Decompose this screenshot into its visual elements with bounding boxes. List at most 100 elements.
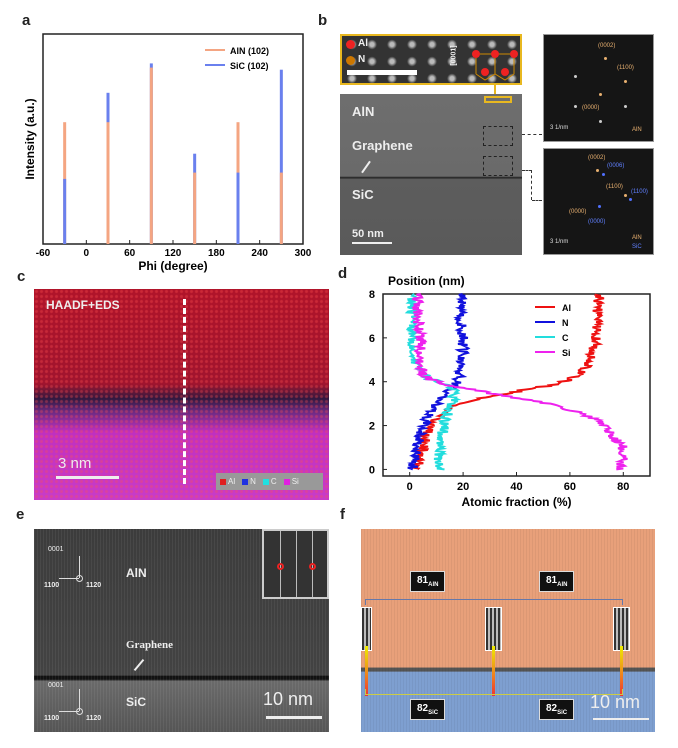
fft-inset [262,529,329,599]
x-tick-label: 20 [457,481,469,493]
y-tick-label: 8 [369,289,375,301]
axis-1100: 1100 [44,582,60,589]
domain-matching-schematic: 81AlN 81AlN 82SiC 82SiC 10 nm [361,529,655,732]
line-si [411,293,628,471]
panel-b-label: b [318,12,328,29]
eds-line-profile-chart: 0 20 40 60 80 0 2 4 6 8 Atomic fraction (%) Positio… [369,274,651,509]
line-n [407,293,471,471]
spot-label: (0002) [588,155,606,161]
bar-aln [106,122,110,244]
inset-legend-n: N [358,54,366,65]
highlighted-spot [309,563,316,570]
layer-aln-label: AlN [352,104,375,119]
x-tick-label: 240 [251,248,268,259]
al-atom-icon [346,40,355,49]
scale-bar [352,242,392,244]
x-tick-label: -60 [36,248,51,259]
bar-aln [279,172,283,244]
x-tick-label: 0 [407,481,413,493]
interface-inset [361,607,372,651]
axis-up-arrow-icon [79,556,80,578]
diffraction-pattern-aln-sic: (0002) (0006) (1100) (1100) (0000) (0000… [543,148,654,255]
legend-sic: SiC [632,244,642,250]
alignment-arrow-icon [492,646,495,696]
bar-sic [63,178,67,244]
x-tick-label: 60 [124,248,136,259]
fft-region-top [483,126,513,146]
graphene-label: Graphene [352,138,413,153]
interface-inset [613,607,630,651]
x-tick-label: 300 [295,248,312,259]
si-swatch [283,478,290,485]
spot-label: (1100) [617,65,634,71]
map-title: HAADF+EDS [46,298,120,312]
line-scan-marker [183,299,186,484]
bar-aln [149,67,153,244]
x-tick-label: 180 [208,248,225,259]
axis-left-arrow-icon [59,711,79,712]
layer-aln-label: AlN [126,566,147,580]
scale-bar [266,716,322,719]
axis-out-of-plane-icon [76,575,83,582]
scale-bar-label: 3 nm [58,455,92,472]
aln-bracket [365,599,623,605]
layer-sic-label: SiC [352,187,374,202]
inset-legend-al: Al [358,38,368,49]
legend-aln: AlN [632,235,642,241]
legend-label: AlN (102) [230,46,269,56]
axis-1120: 1120 [86,582,102,589]
scale-label: 3 1/nm [550,125,569,131]
scale-bar [593,718,649,720]
interface-inset [485,607,502,651]
inset-direction: [0001] [450,45,458,66]
element-legend: Al N C Si [216,473,323,490]
scale-bar-label: 10 nm [590,692,641,712]
spot-label: (0002) [598,43,616,49]
inset-region-marker [484,96,512,103]
connector-bottom [522,170,532,200]
x-axis-label: Phi (degree) [138,259,207,273]
y-tick-label: 0 [369,464,375,476]
inset-connector [494,85,496,95]
bar-aln [193,172,197,244]
panel-c-label: c [17,268,26,285]
spot-label: (0000) [582,105,600,111]
n-swatch [242,478,249,485]
axis-0001: 0001 [48,546,64,553]
graphene-label: Graphene [126,639,174,651]
scale-label: 3 1/nm [550,239,569,245]
sic-period-label: 82SiC [410,699,446,720]
spot-label: (1100) [606,184,623,190]
spot-label: (1100) [631,189,648,195]
spot-label: (0000) [588,219,606,225]
axis-up-arrow-icon [79,689,80,711]
legend-al: Al [228,477,236,486]
y-axis-label: Intensity (a.u.) [23,98,37,179]
spot-label: (0006) [607,163,625,169]
legend-label: N [562,318,569,328]
legend-aln: AlN [632,127,642,133]
axis-0001: 0001 [48,682,64,689]
hrtem-image: 0001 1100 1120 AlN Graphene 0001 1100 11… [34,529,329,732]
atomic-resolution-inset: Al N [0001] [340,34,522,85]
fft-region-bottom [483,156,513,176]
x-tick-label: 40 [510,481,522,493]
y-tick-label: 4 [369,377,376,389]
x-tick-label: 60 [564,481,576,493]
legend-label: C [562,333,569,343]
lattice-model-icon [472,50,518,81]
alignment-arrow-icon [365,646,368,696]
graphene-arrow-icon [133,658,145,672]
aln-period-label: 81AlN [539,571,575,592]
tem-cross-section-image: AlN Graphene SiC 50 nm [340,94,522,255]
line-al [411,293,606,471]
graphene-arrow-icon [361,160,371,174]
c-swatch [262,478,269,485]
y-tick-label: 6 [369,333,375,345]
panel-e-label: e [16,506,25,523]
connector-bottom-2 [532,200,542,201]
alignment-arrow-icon [620,646,623,696]
bar-sic [279,69,283,244]
legend-label: Si [562,348,571,358]
x-tick-label: 120 [165,248,182,259]
